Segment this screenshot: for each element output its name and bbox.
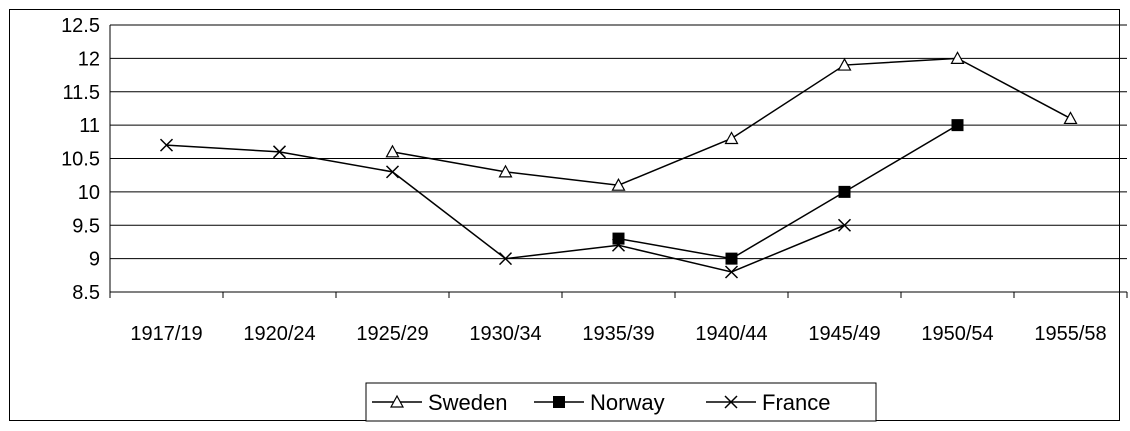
point-marker <box>272 145 287 159</box>
series-sweden <box>385 51 1078 191</box>
series-line <box>618 124 958 260</box>
point-marker <box>724 131 739 145</box>
point-marker <box>159 138 174 152</box>
x-tick-label: 1935/39 <box>582 323 654 345</box>
point-marker <box>498 252 513 266</box>
point-marker <box>837 57 852 71</box>
x-tick-label: 1917/19 <box>130 323 202 345</box>
x-tick-label: 1920/24 <box>243 323 315 345</box>
y-tick-label: 11.5 <box>63 82 100 104</box>
chart-frame <box>9 9 1120 421</box>
point-marker <box>724 265 739 279</box>
legend: Sweden Norway France <box>365 382 877 422</box>
series-line <box>392 57 1071 186</box>
x-tick-label: 1955/58 <box>1034 323 1106 345</box>
point-marker <box>498 164 513 178</box>
point-marker <box>389 394 405 408</box>
point-marker <box>611 238 626 252</box>
series-line <box>166 144 845 273</box>
point-marker <box>951 119 964 132</box>
point-marker <box>553 396 565 408</box>
legend-label: Sweden <box>428 390 508 415</box>
point-marker <box>838 185 851 198</box>
point-marker <box>724 395 738 409</box>
y-tick-label: 9.5 <box>72 215 100 237</box>
series-lines <box>159 51 1078 279</box>
series-france <box>159 138 852 279</box>
x-tick-label: 1940/44 <box>695 323 767 345</box>
point-marker <box>837 218 852 232</box>
y-tick-label: 12.5 <box>61 15 100 37</box>
axes <box>109 25 1128 298</box>
y-tick-label: 10 <box>78 182 100 204</box>
legend-entry-sweden: Sweden <box>372 390 508 415</box>
y-tick-label: 9 <box>89 249 100 271</box>
y-tick-label: 10.5 <box>61 149 100 171</box>
x-tick-label: 1930/34 <box>469 323 541 345</box>
series-norway <box>612 119 964 265</box>
point-marker <box>385 165 400 179</box>
x-tick-label: 1925/29 <box>356 323 428 345</box>
point-marker <box>725 252 738 265</box>
y-tick-labels: 12.5 12 11.5 11 10.5 10 9.5 9 8.5 <box>61 15 100 304</box>
x-tick-label: 1950/54 <box>921 323 993 345</box>
legend-entry-france: France <box>706 390 830 415</box>
point-marker <box>612 232 625 245</box>
y-tick-label: 12 <box>78 48 100 70</box>
legend-box <box>365 382 877 422</box>
gridlines <box>110 24 1127 293</box>
legend-label: France <box>762 390 830 415</box>
legend-entry-norway: Norway <box>534 390 665 415</box>
x-tick-labels: 1917/19 1920/24 1925/29 1930/34 1935/39 1940/… <box>130 323 1106 345</box>
y-tick-label: 11 <box>79 115 100 137</box>
point-marker <box>950 51 965 64</box>
point-marker <box>385 144 400 158</box>
x-tick-label: 1945/49 <box>808 323 880 345</box>
point-marker <box>611 177 626 191</box>
legend-label: Norway <box>590 390 665 415</box>
y-tick-label: 8.5 <box>72 282 100 304</box>
point-marker <box>1063 111 1078 125</box>
